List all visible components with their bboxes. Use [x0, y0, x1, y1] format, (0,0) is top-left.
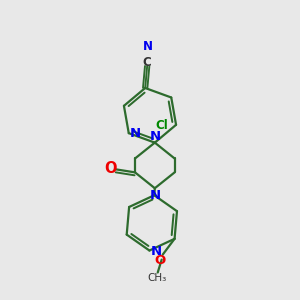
Text: CH₃: CH₃ [147, 273, 167, 284]
Text: N: N [151, 245, 162, 258]
Text: N: N [150, 189, 161, 202]
Text: O: O [104, 161, 116, 176]
Text: O: O [154, 254, 165, 267]
Text: C: C [143, 56, 152, 69]
Text: N: N [130, 127, 141, 140]
Text: N: N [143, 40, 153, 53]
Text: Cl: Cl [156, 119, 169, 132]
Text: N: N [150, 130, 161, 143]
